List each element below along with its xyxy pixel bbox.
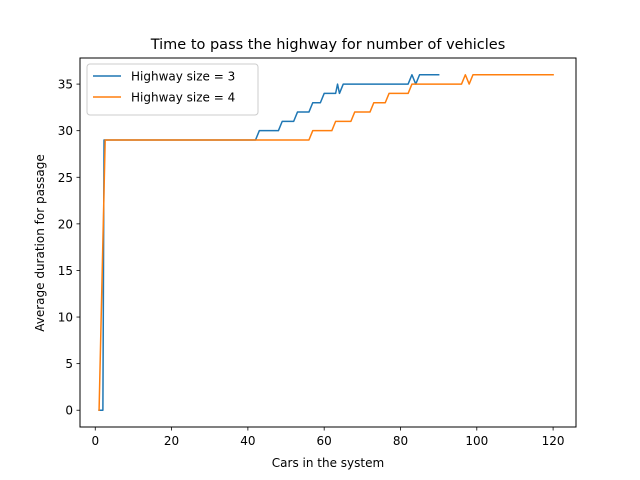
x-tick-label: 0 (91, 434, 99, 448)
series-line-2 (98, 74, 554, 411)
x-tick-label: 80 (393, 434, 408, 448)
legend-label-2: Highway size = 4 (131, 91, 235, 105)
legend-box (86, 63, 259, 116)
y-tick-label: 10 (58, 311, 73, 325)
y-tick-label: 5 (65, 357, 73, 371)
legend-entries: Highway size = 3 Highway size = 4 (93, 70, 235, 105)
y-tick-label: 20 (58, 217, 73, 231)
x-tick-label: 120 (542, 434, 565, 448)
legend: Highway size = 3 Highway size = 4 (86, 63, 259, 116)
y-axis: 0 5 10 15 20 25 30 35 (58, 78, 80, 418)
y-axis-label: Average duration for passage (33, 154, 47, 332)
x-axis: 0 20 40 60 80 100 120 (91, 427, 565, 448)
x-tick-label: 20 (164, 434, 179, 448)
y-tick-label: 30 (58, 124, 73, 138)
y-tick-label: 25 (58, 171, 73, 185)
x-tick-label: 100 (465, 434, 488, 448)
chart-title: Time to pass the highway for number of v… (150, 37, 506, 53)
x-axis-label: Cars in the system (272, 456, 384, 470)
legend-label-1: Highway size = 3 (131, 70, 235, 84)
x-tick-label: 40 (240, 434, 255, 448)
y-tick-label: 35 (58, 78, 73, 92)
x-tick-label: 60 (317, 434, 332, 448)
y-tick-label: 0 (65, 404, 73, 418)
plot-frame (79, 57, 577, 428)
series-layer (98, 74, 554, 411)
series-line-1 (98, 74, 440, 411)
y-tick-label: 15 (58, 264, 73, 278)
